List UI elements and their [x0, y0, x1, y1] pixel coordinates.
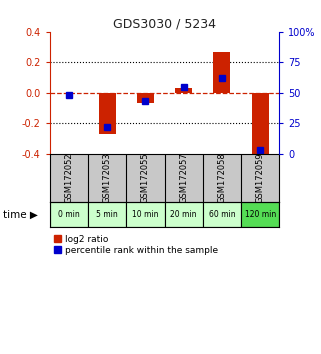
Title: GDS3030 / 5234: GDS3030 / 5234 [113, 18, 216, 31]
Bar [252, 93, 269, 156]
Bar [137, 93, 154, 103]
Bar [164, 202, 203, 227]
Text: GSM172059: GSM172059 [256, 153, 265, 203]
Text: GSM172052: GSM172052 [65, 153, 74, 203]
Text: 120 min: 120 min [245, 210, 276, 219]
Bar [50, 202, 88, 227]
Text: GSM172053: GSM172053 [103, 153, 112, 203]
Bar [203, 202, 241, 227]
Text: 0 min: 0 min [58, 210, 80, 219]
Bar [175, 88, 192, 93]
Bar [213, 52, 230, 93]
Text: 10 min: 10 min [132, 210, 159, 219]
Text: 5 min: 5 min [96, 210, 118, 219]
Bar [126, 202, 164, 227]
Text: GSM172058: GSM172058 [217, 153, 226, 203]
Legend: log2 ratio, percentile rank within the sample: log2 ratio, percentile rank within the s… [54, 235, 218, 255]
Text: 20 min: 20 min [170, 210, 197, 219]
Text: GSM172057: GSM172057 [179, 153, 188, 203]
Bar [241, 202, 279, 227]
Text: time ▶: time ▶ [3, 210, 38, 219]
Bar [99, 93, 116, 134]
Bar [88, 202, 126, 227]
Text: 60 min: 60 min [209, 210, 235, 219]
Text: GSM172055: GSM172055 [141, 153, 150, 203]
